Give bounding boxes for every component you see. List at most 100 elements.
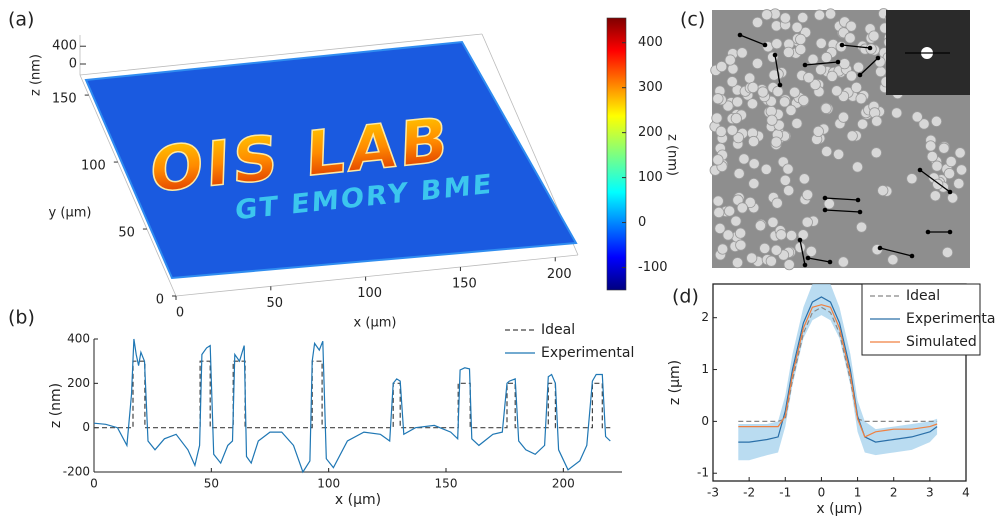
bead xyxy=(735,239,747,251)
y-tick-label: -1 xyxy=(697,466,709,480)
y-tick-label: 1 xyxy=(701,362,709,376)
bead xyxy=(868,30,880,42)
x-tick-label: 100 xyxy=(357,286,382,301)
bead xyxy=(797,12,809,24)
bead xyxy=(844,32,856,44)
bead xyxy=(795,33,807,46)
track-end xyxy=(877,245,883,251)
bead xyxy=(747,135,760,148)
axis-line xyxy=(79,74,177,297)
bead xyxy=(931,160,943,172)
bead xyxy=(733,167,745,180)
bead xyxy=(870,147,882,159)
x-tick-label: -2 xyxy=(743,486,755,500)
bead xyxy=(747,81,759,94)
x-tick-label: 50 xyxy=(204,477,219,491)
micrograph xyxy=(709,8,970,271)
bead xyxy=(751,16,764,29)
bead xyxy=(938,142,950,154)
bead xyxy=(812,125,824,137)
bead xyxy=(798,94,810,106)
bead xyxy=(722,229,734,241)
bead xyxy=(925,140,937,152)
bead xyxy=(765,255,777,267)
x-tick-label: 50 xyxy=(267,296,284,311)
track-end xyxy=(737,32,743,38)
bead xyxy=(929,190,941,202)
bead xyxy=(726,124,738,136)
y-tick-label: 0 xyxy=(156,293,164,308)
x-tick-label: 200 xyxy=(552,477,575,491)
bead xyxy=(838,58,851,70)
bead xyxy=(845,70,858,82)
bead xyxy=(772,85,784,98)
bead xyxy=(798,173,810,185)
track-end xyxy=(772,52,778,58)
x-tick-label: 0 xyxy=(90,477,98,491)
bead xyxy=(717,243,729,255)
y-axis-label: z (μm) xyxy=(667,360,683,405)
track-end xyxy=(777,82,783,88)
bead xyxy=(732,132,744,144)
bead xyxy=(855,93,867,105)
bead xyxy=(954,147,966,159)
track-end xyxy=(857,209,863,215)
bead xyxy=(730,215,742,227)
bead xyxy=(809,78,821,91)
x-tick-label: 2 xyxy=(890,486,898,500)
bead xyxy=(945,155,957,168)
y-tick-label: 2 xyxy=(701,310,709,324)
bead xyxy=(736,47,748,59)
track xyxy=(919,169,951,193)
y-tick-label: 0 xyxy=(82,420,90,434)
plot-area xyxy=(93,338,611,474)
bead xyxy=(791,117,803,130)
bead xyxy=(779,12,791,24)
bead xyxy=(712,93,724,105)
bead xyxy=(820,102,832,114)
x-tick-label: -3 xyxy=(707,486,719,500)
bead xyxy=(759,242,771,254)
track-end xyxy=(762,42,768,48)
bead xyxy=(746,252,758,264)
y-axis-label: z (nm) xyxy=(48,383,64,428)
bead xyxy=(746,98,759,110)
x-tick-label: 4 xyxy=(962,486,970,500)
z-tick-label: 400 xyxy=(52,39,77,54)
colorbar-tick-label: 200 xyxy=(638,125,663,140)
track xyxy=(841,44,871,49)
bead xyxy=(801,189,814,201)
legend-label: Experimental xyxy=(541,345,634,361)
bead xyxy=(757,86,769,98)
series-line xyxy=(738,296,938,443)
track-end xyxy=(802,62,808,68)
bead xyxy=(736,202,748,214)
bead xyxy=(748,158,760,170)
bead xyxy=(891,107,903,119)
track-end xyxy=(867,45,873,51)
bead xyxy=(768,69,780,81)
bead xyxy=(775,229,787,241)
bead xyxy=(783,184,795,197)
bead xyxy=(723,205,736,217)
bead xyxy=(783,259,795,271)
axis-line xyxy=(79,33,483,76)
track-end xyxy=(909,253,915,259)
bead xyxy=(831,85,843,97)
colorbar-tick-label: -100 xyxy=(638,260,668,275)
track-end xyxy=(917,167,923,173)
z-tick-label: 0 xyxy=(69,57,77,72)
x-tick-label: 0 xyxy=(176,306,184,321)
bead xyxy=(770,244,782,256)
track-end xyxy=(822,207,828,213)
track-end xyxy=(947,189,953,195)
bead xyxy=(754,220,767,232)
bead xyxy=(771,38,783,50)
bead xyxy=(712,195,724,207)
legend-label: Experimenta xyxy=(906,311,995,327)
bead xyxy=(748,177,760,190)
axis-line xyxy=(175,254,579,297)
bead xyxy=(955,164,968,176)
x-tick-label: 150 xyxy=(435,477,458,491)
